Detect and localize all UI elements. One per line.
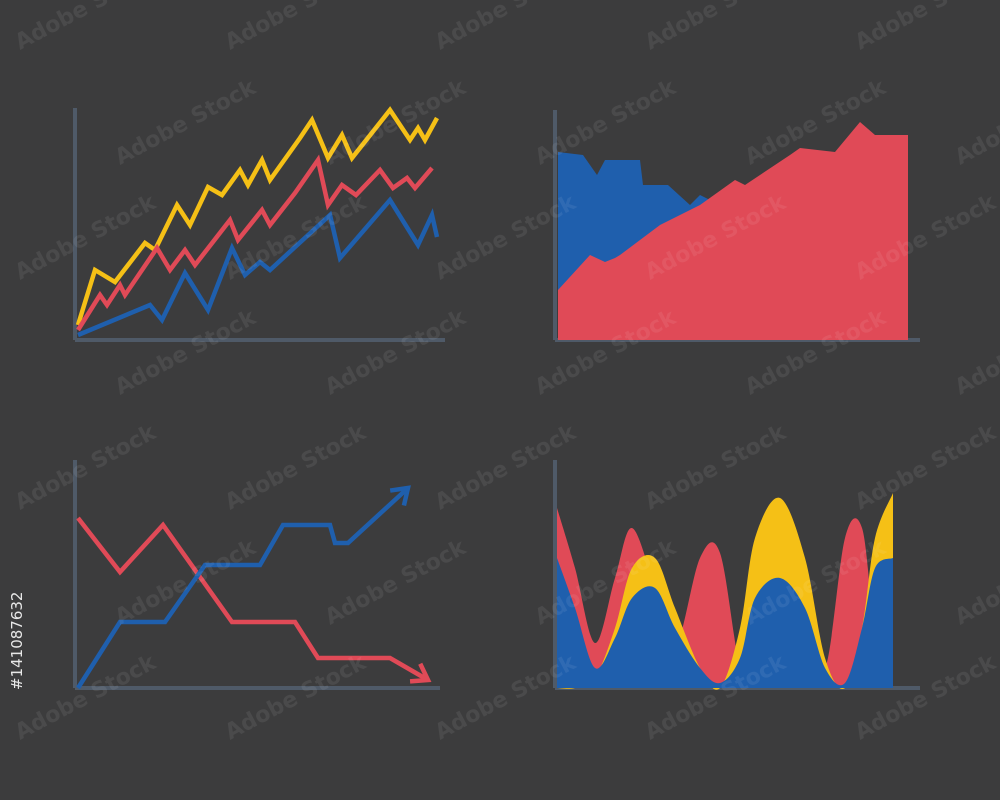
image-id: #141087632 — [8, 592, 26, 690]
arrow-head — [409, 662, 432, 684]
line — [75, 106, 439, 326]
marks — [75, 106, 908, 690]
line — [76, 154, 434, 332]
area — [558, 122, 908, 340]
line — [77, 196, 440, 338]
arrow-head — [389, 485, 411, 507]
area — [557, 558, 893, 688]
line — [76, 516, 430, 682]
line — [76, 486, 410, 690]
